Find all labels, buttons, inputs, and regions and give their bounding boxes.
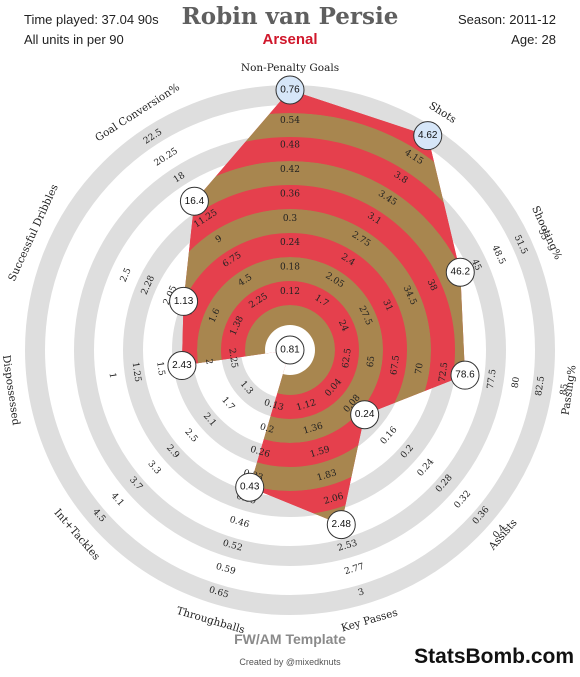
value-label-successful-dribbles: 1.13 — [174, 296, 194, 307]
tick-label: 0.48 — [280, 141, 300, 151]
tick-label: 2.25 — [226, 348, 239, 370]
value-marker-passing — [450, 360, 480, 390]
tick-label: 1.5 — [154, 361, 166, 377]
value-markers: 0.76 4.62 46.2 78.6 0.24 2.48 0.43 0.81 2.43 1.13… — [167, 75, 480, 540]
value-marker-key-passes — [326, 510, 356, 540]
age: Age: 28 — [511, 32, 556, 47]
tick-label: 72.5 — [438, 361, 451, 383]
tick-label: 2 — [203, 358, 214, 365]
radar-band — [181, 161, 466, 525]
value-label-assists: 0.24 — [355, 409, 375, 420]
tick-label: 0.46 — [228, 515, 250, 530]
value-marker-assists — [350, 400, 380, 430]
value-label-goal-conversion: 16.4 — [185, 196, 205, 207]
radar-band — [245, 305, 335, 395]
tick-label: 9 — [214, 234, 224, 246]
radar-band — [181, 185, 455, 515]
tick-label: 65 — [366, 355, 378, 368]
tick-label: 20.25 — [153, 146, 180, 168]
tick-label: 3.3 — [145, 459, 162, 477]
radar-band — [221, 281, 359, 419]
tick-label: 55 — [536, 227, 550, 242]
value-marker-non-penalty-goals — [275, 75, 305, 105]
template-name: FW/AM Template — [234, 631, 346, 647]
tick-label: 0.24 — [280, 238, 300, 248]
radar-band — [181, 233, 407, 467]
tick-label: 2.77 — [343, 562, 365, 577]
player-name: Robin van Persie — [181, 3, 399, 30]
value-label-shooting: 46.2 — [451, 267, 471, 278]
value-label-passing: 78.6 — [455, 370, 475, 381]
axis-label-dispossessed: Dispossessed — [0, 354, 22, 426]
tick-label: 24 — [336, 319, 350, 334]
tick-label: 0.2 — [259, 422, 276, 436]
tick-label: 38 — [425, 278, 439, 293]
tick-label: 0.16 — [379, 425, 400, 447]
value-label-throughballs: 0.43 — [240, 482, 260, 493]
axis-label-passing: Passing% — [560, 364, 579, 416]
tick-label: 0.32 — [453, 489, 474, 511]
value-marker-successful-dribbles — [169, 286, 199, 316]
tick-label: 70 — [414, 362, 426, 375]
value-marker-dispossessed — [167, 351, 197, 381]
axis-label-non-penalty-goals: Non-Penalty Goals — [241, 62, 339, 74]
value-label-shots: 4.62 — [418, 130, 438, 141]
value-label-non-penalty-goals: 0.76 — [280, 85, 300, 96]
tick-label: 2.5 — [119, 266, 134, 283]
tick-label: 4.1 — [109, 491, 126, 508]
tick-label: 2.5 — [182, 427, 199, 445]
team-name: Arsenal — [262, 31, 318, 48]
tick-label: 3 — [357, 587, 366, 598]
tick-label: 0.36 — [280, 189, 300, 199]
value-label-key-passes: 2.48 — [332, 519, 352, 530]
tick-label: 85 — [559, 383, 571, 396]
tick-label: 62.5 — [341, 347, 354, 369]
tick-label: 0.3 — [283, 214, 298, 224]
value-marker-shots — [413, 121, 443, 151]
tick-label: 48.5 — [489, 244, 507, 267]
value-label-dispossessed: 2.43 — [172, 360, 192, 371]
brand-logo: StatsBomb.com — [414, 645, 574, 668]
tick-label: 0.18 — [280, 263, 300, 273]
tick-label: 1.7 — [219, 395, 236, 413]
tick-label: 67.5 — [389, 354, 402, 376]
radar-band — [197, 257, 383, 443]
tick-label: 1 — [106, 372, 117, 379]
radar-band — [181, 113, 466, 525]
tick-label: 0.54 — [280, 116, 300, 126]
value-marker-int-tackles — [275, 335, 305, 365]
tick-label: 0.24 — [416, 457, 437, 479]
value-marker-shooting — [445, 257, 475, 287]
season: Season: 2011-12 — [457, 12, 556, 27]
value-marker-throughballs — [235, 472, 265, 502]
value-label-int-tackles: 0.81 — [280, 345, 300, 356]
tick-label: 0.12 — [280, 287, 300, 297]
credit-line: Created by @mixedknuts — [239, 657, 341, 667]
units-note: All units in per 90 — [24, 32, 124, 47]
tick-label: 0.59 — [215, 562, 237, 577]
time-played: Time played: 37.04 90s — [24, 12, 159, 27]
tick-label: 1.25 — [130, 362, 143, 384]
tick-label: 0.42 — [280, 165, 300, 175]
tick-label: 80 — [511, 376, 523, 389]
radar-band — [181, 209, 431, 491]
tick-label: 31 — [380, 298, 394, 313]
tick-label: 77.5 — [486, 368, 499, 390]
radar-band — [181, 137, 466, 525]
tick-label: 82.5 — [534, 375, 547, 397]
value-marker-goal-conversion — [179, 186, 209, 216]
